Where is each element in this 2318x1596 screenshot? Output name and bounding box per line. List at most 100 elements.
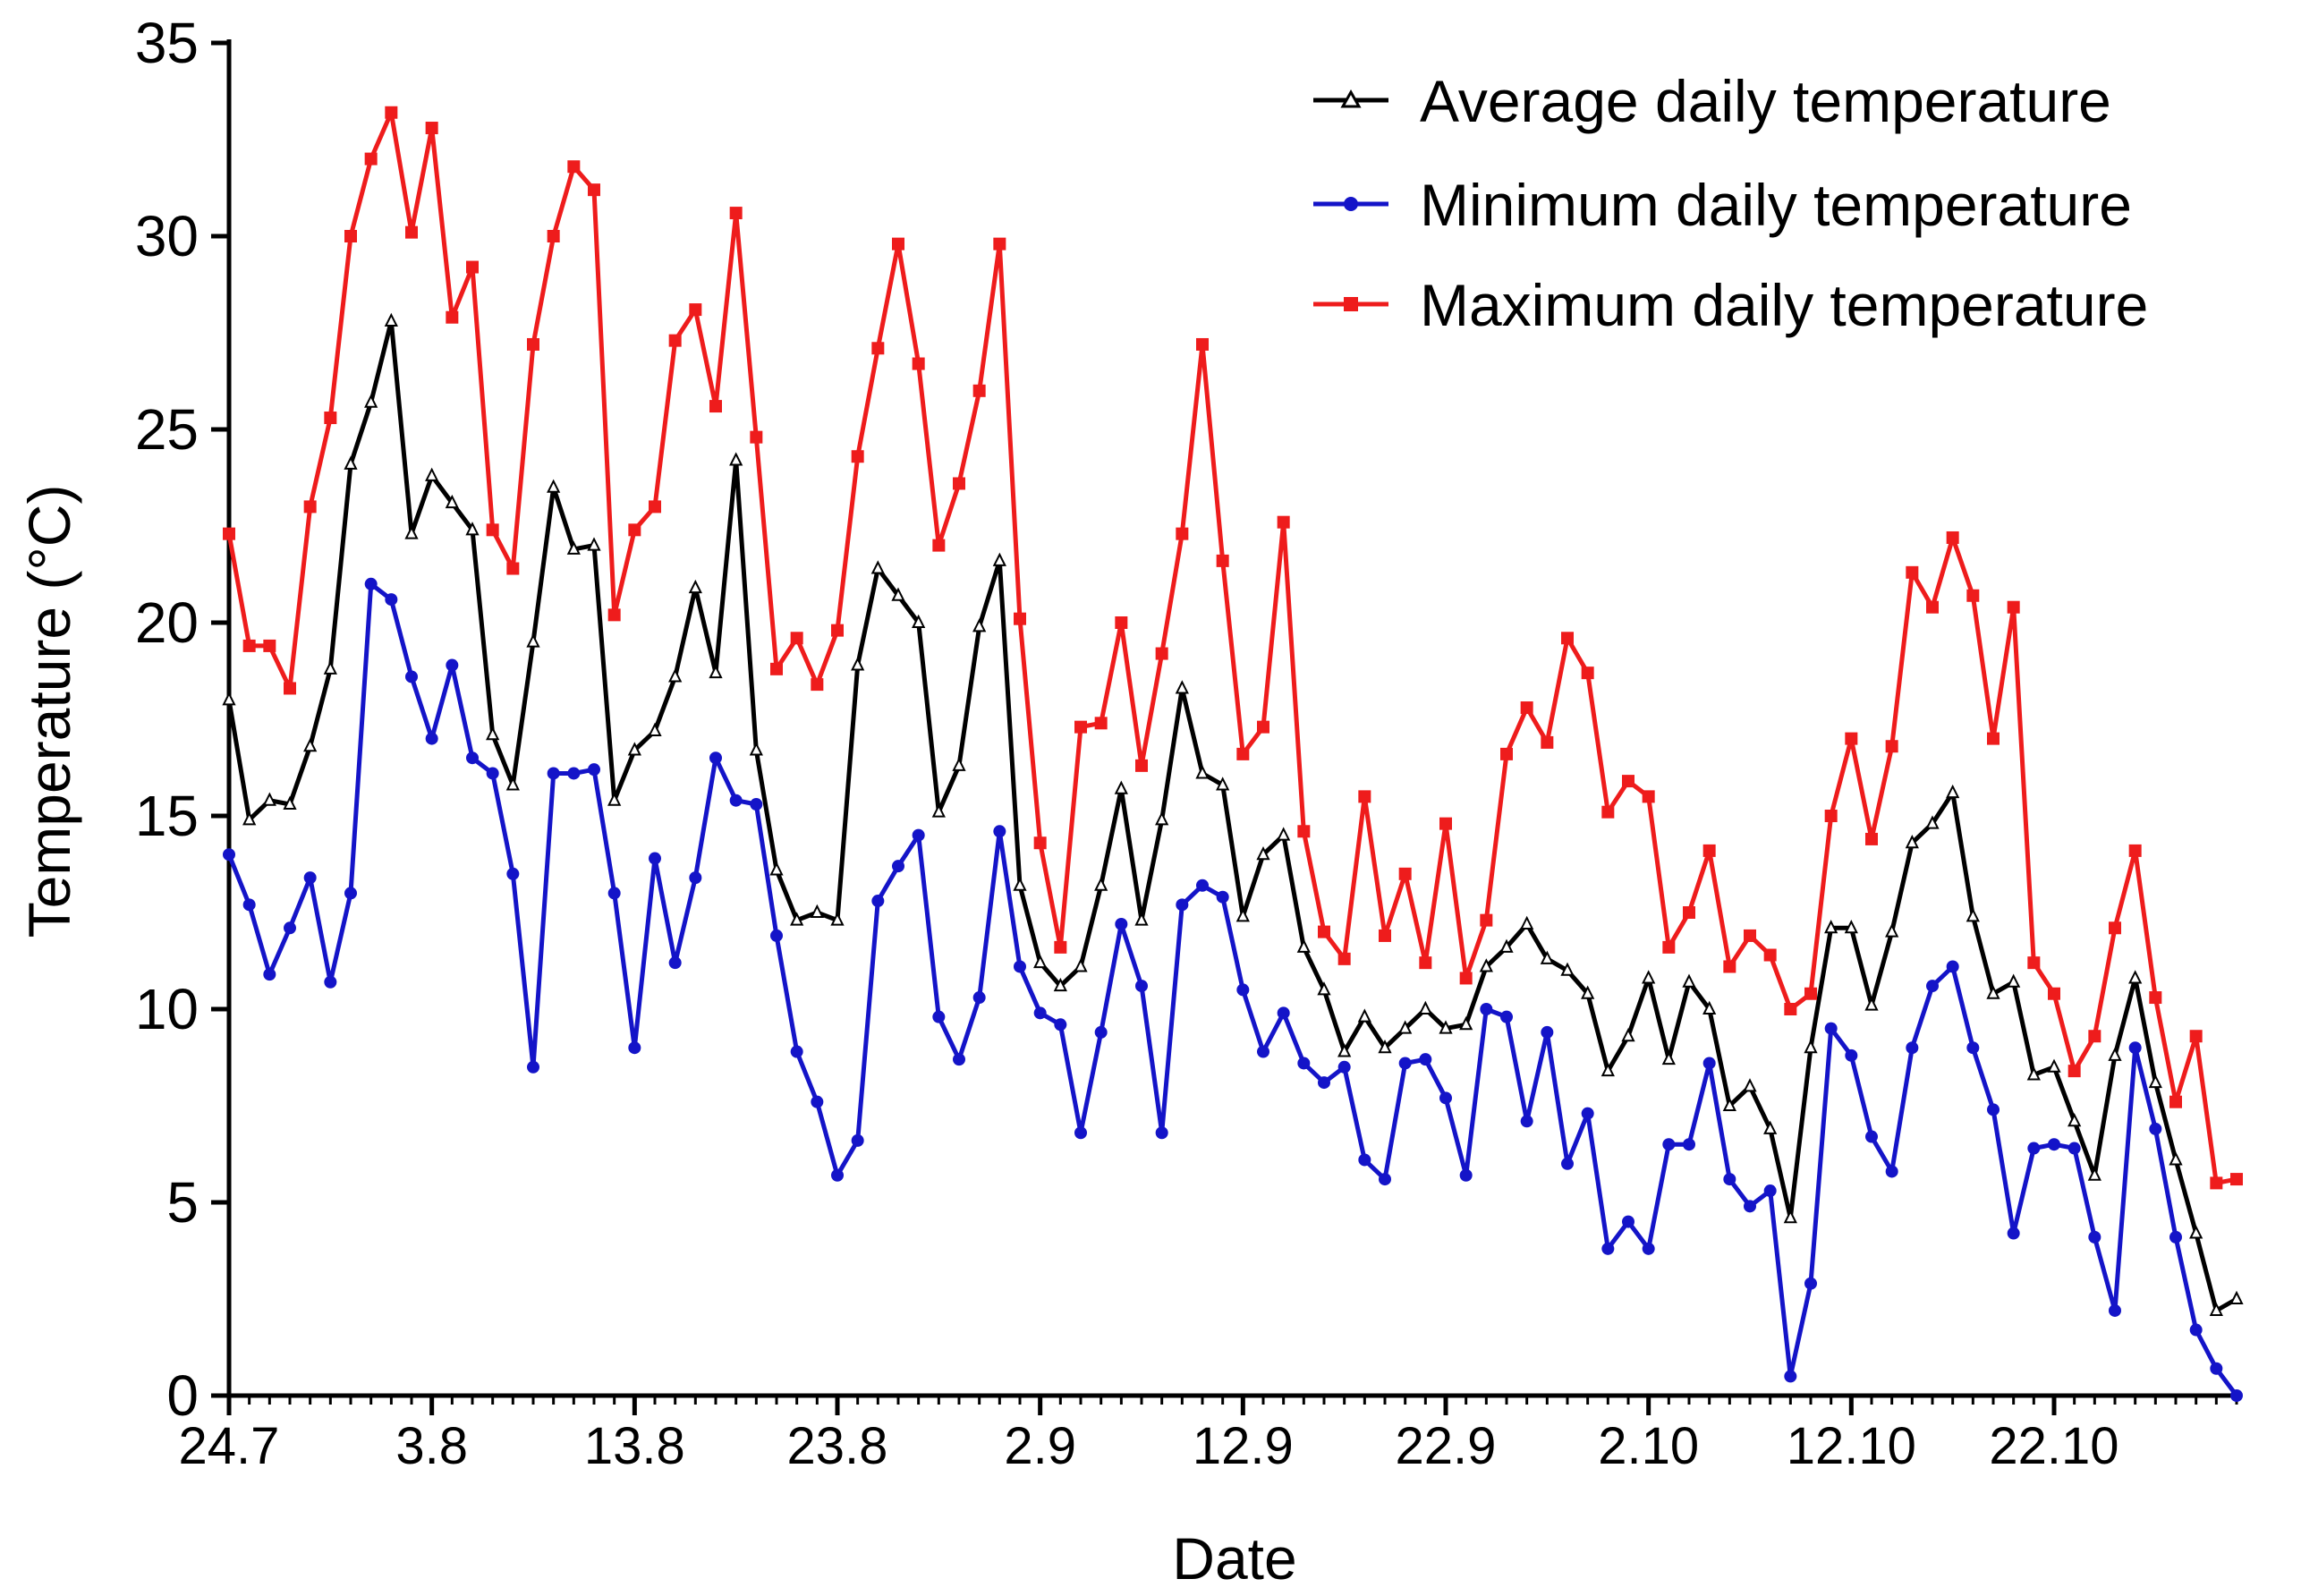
series-maximum (223, 106, 2243, 1190)
y-tick-label: 10 (135, 977, 199, 1041)
data-point-maximum (1824, 810, 1838, 822)
data-point-maximum (1744, 929, 1756, 942)
data-point-maximum (1297, 825, 1311, 838)
y-tick-label: 5 (166, 1170, 199, 1235)
y-tick-label: 35 (135, 11, 199, 75)
data-point-average (891, 587, 905, 601)
data-point-average (1013, 877, 1027, 891)
data-point-minimum (1581, 1107, 1594, 1120)
data-point-minimum (385, 593, 398, 607)
data-point-minimum (1297, 1057, 1311, 1070)
data-point-minimum (2230, 1389, 2243, 1402)
data-point-minimum (1216, 890, 1229, 904)
series-line-average (226, 318, 2238, 1313)
data-point-average (1743, 1078, 1757, 1092)
data-point-minimum (1094, 1025, 1108, 1039)
data-point-minimum (1398, 1057, 1412, 1070)
data-point-average (2087, 1167, 2101, 1181)
data-point-maximum (567, 160, 581, 174)
data-point-maximum (1642, 790, 1655, 803)
data-point-minimum (1987, 1103, 2000, 1116)
data-point-average (1074, 958, 1088, 972)
data-point-maximum (344, 230, 357, 242)
data-point-average (931, 803, 946, 818)
data-point-maximum (1379, 929, 1391, 942)
data-point-average (1033, 954, 1048, 969)
data-point-maximum (527, 337, 539, 351)
data-point-minimum (1885, 1165, 1898, 1178)
data-point-average (1560, 962, 1575, 976)
data-point-average (1925, 815, 1940, 829)
data-point-minimum (892, 860, 904, 873)
data-point-average (2047, 1058, 2061, 1073)
data-point-maximum (1439, 817, 1452, 830)
data-point-average (1317, 981, 1331, 996)
x-tick-label: 12.9 (1193, 1417, 1294, 1475)
data-point-minimum (790, 1045, 803, 1058)
data-point-minimum (1966, 1041, 1980, 1055)
data-point-minimum (2210, 1362, 2223, 1375)
data-point-minimum (729, 794, 743, 807)
data-point-maximum (689, 303, 702, 317)
legend-label-average: Average daily temperature (1420, 68, 2111, 134)
data-point-maximum (932, 539, 946, 552)
data-point-maximum (1885, 740, 1898, 753)
data-point-minimum (2109, 1303, 2121, 1317)
data-point-minimum (1683, 1138, 1695, 1151)
data-point-minimum (1763, 1184, 1777, 1198)
data-point-average (547, 479, 561, 493)
data-point-maximum (1135, 759, 1148, 772)
data-point-maximum (1236, 747, 1250, 760)
data-point-maximum (1662, 940, 1676, 954)
data-point-average (344, 455, 358, 470)
data-point-minimum (1702, 1057, 1716, 1070)
y-tick-label: 20 (135, 590, 199, 655)
legend-item-maximum: Maximum daily temperature (1313, 272, 2148, 338)
data-point-average (1783, 1210, 1797, 1224)
data-point-maximum (2128, 844, 2142, 857)
data-point-maximum (1094, 717, 1108, 730)
data-point-minimum (1926, 980, 1939, 993)
data-point-maximum (851, 450, 864, 463)
legend-item-average: Average daily temperature (1313, 68, 2111, 134)
data-point-average (1864, 997, 1879, 1011)
data-point-maximum (1216, 554, 1229, 567)
data-point-maximum (2109, 921, 2121, 935)
data-point-maximum (709, 400, 722, 413)
data-point-minimum (1662, 1138, 1676, 1151)
data-point-average (1905, 835, 1919, 849)
data-point-average (2209, 1302, 2223, 1316)
data-point-average (1216, 777, 1230, 791)
data-point-minimum (993, 825, 1006, 838)
legend-marker-maximum (1344, 297, 1358, 311)
data-point-maximum (993, 237, 1006, 250)
data-point-minimum (953, 1053, 965, 1066)
data-point-maximum (1966, 589, 1980, 602)
data-point-average (1946, 784, 1960, 799)
data-point-minimum (770, 929, 783, 942)
data-point-average (810, 904, 824, 918)
data-point-maximum (790, 632, 803, 645)
data-point-average (749, 742, 763, 756)
data-point-average (526, 633, 540, 648)
data-point-minimum (588, 763, 600, 777)
data-point-maximum (1581, 666, 1594, 680)
data-point-average (830, 912, 845, 926)
data-point-average (2189, 1225, 2203, 1239)
data-point-maximum (486, 523, 499, 537)
data-point-maximum (1155, 647, 1168, 660)
data-point-minimum (1115, 917, 1128, 930)
data-point-average (1378, 1039, 1392, 1054)
data-point-average (729, 452, 743, 466)
data-point-average (790, 912, 804, 926)
data-point-maximum (1865, 832, 1878, 845)
data-point-maximum (1987, 732, 2000, 745)
data-point-average (972, 618, 987, 632)
data-point-minimum (364, 577, 378, 590)
data-point-maximum (303, 500, 317, 514)
data-point-maximum (607, 608, 621, 622)
data-point-average (1256, 845, 1270, 861)
data-point-maximum (425, 122, 438, 135)
x-tick-label: 23.8 (787, 1417, 888, 1475)
x-tick-label: 13.8 (584, 1417, 685, 1475)
